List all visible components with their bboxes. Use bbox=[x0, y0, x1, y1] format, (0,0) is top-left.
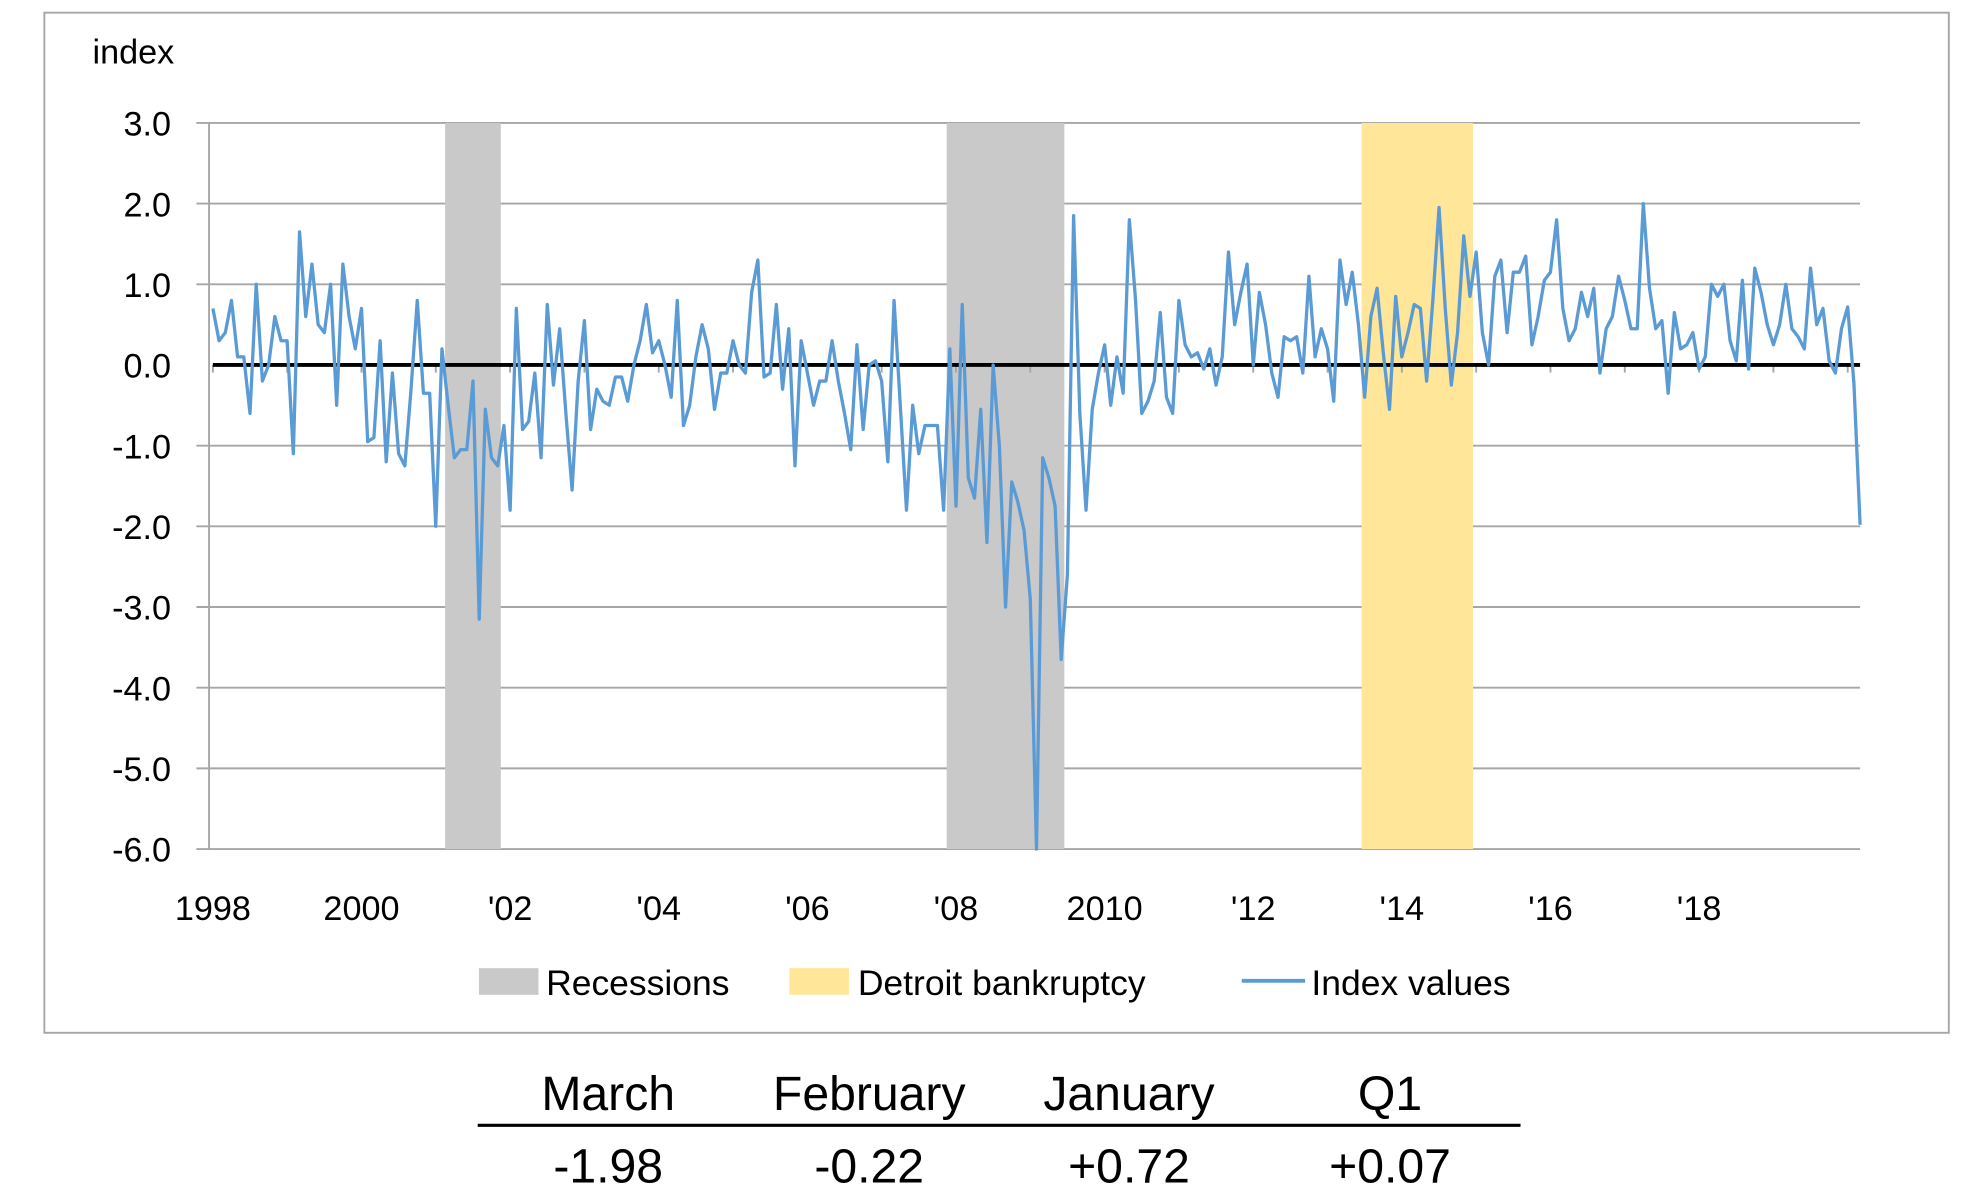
x-tick-label: 2000 bbox=[323, 890, 399, 928]
table-header-february: February bbox=[773, 1067, 966, 1121]
y-tick-label: -4.0 bbox=[112, 670, 171, 708]
x-tick-label: '06 bbox=[785, 890, 830, 928]
summary-table: March February January Q1 -1.98 -0.22 +0… bbox=[477, 1067, 1521, 1193]
legend-label-recessions: Recessions bbox=[546, 963, 729, 1003]
x-tick-label: '18 bbox=[1677, 890, 1722, 928]
y-tick-label: 0.0 bbox=[123, 348, 171, 386]
legend-label-detroit-bankruptcy: Detroit bankruptcy bbox=[858, 963, 1146, 1003]
y-tick-label: -3.0 bbox=[112, 590, 171, 628]
y-tick-label: -6.0 bbox=[112, 832, 171, 870]
y-axis-label: index bbox=[92, 33, 174, 71]
y-axis-ticks: 3.0 2.0 1.0 0.0 -1.0 -2.0 -3.0 -4.0 -5.0 -6.0 bbox=[112, 106, 171, 870]
detroit-bankruptcy-band bbox=[1361, 122, 1474, 850]
y-tick-label: -1.0 bbox=[112, 428, 171, 466]
y-tick-label: -5.0 bbox=[112, 751, 171, 789]
y-tick-label: 1.0 bbox=[123, 267, 171, 305]
x-tick-label: '04 bbox=[636, 890, 681, 928]
recession-band bbox=[445, 122, 501, 850]
table-value-march: -1.98 bbox=[553, 1139, 663, 1193]
y-tick-label: 2.0 bbox=[123, 186, 171, 224]
x-tick-label: '12 bbox=[1231, 890, 1276, 928]
y-tick-label: -2.0 bbox=[112, 509, 171, 547]
index-values-line bbox=[211, 201, 1862, 851]
table-value-february: -0.22 bbox=[814, 1139, 924, 1193]
x-tick-label: '14 bbox=[1380, 890, 1425, 928]
legend-swatch-recessions bbox=[478, 968, 539, 995]
table-header-january: January bbox=[1043, 1067, 1214, 1121]
x-tick-label: 1998 bbox=[175, 890, 251, 928]
y-tick-label: 3.0 bbox=[123, 106, 171, 144]
x-tick-label: 2010 bbox=[1067, 890, 1143, 928]
legend-swatch-detroit-bankruptcy bbox=[789, 968, 849, 995]
legend: Recessions Detroit bankruptcy Index valu… bbox=[478, 963, 1511, 1003]
series-index-values bbox=[211, 201, 1862, 851]
table-header-march: March bbox=[541, 1067, 675, 1121]
x-tick-label: '08 bbox=[934, 890, 979, 928]
shaded-bands bbox=[445, 122, 1474, 850]
x-tick-label: '02 bbox=[488, 890, 533, 928]
x-tick-label: '16 bbox=[1528, 890, 1573, 928]
table-value-january: +0.72 bbox=[1068, 1139, 1190, 1193]
x-axis-ticks: 1998 2000 '02 '04 '06 '08 2010 '12 '14 '16 '18 bbox=[175, 890, 1722, 928]
table-header-q1: Q1 bbox=[1358, 1067, 1422, 1121]
legend-label-index-values: Index values bbox=[1311, 963, 1510, 1003]
recession-band bbox=[946, 122, 1065, 850]
table-value-q1: +0.07 bbox=[1329, 1139, 1451, 1193]
